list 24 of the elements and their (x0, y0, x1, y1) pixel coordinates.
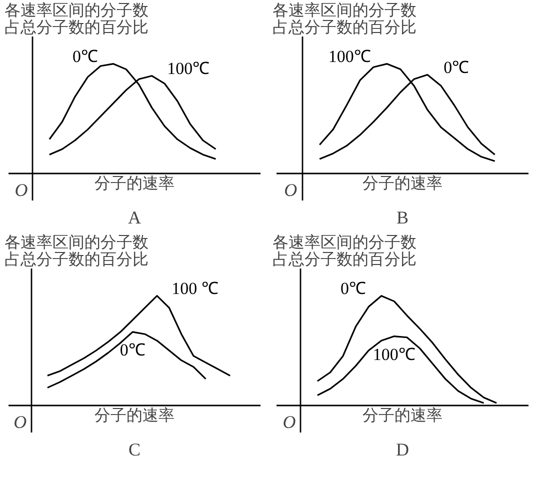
text: O (14, 412, 27, 432)
series-label: 0℃ (444, 58, 470, 77)
series-label: 0℃ (340, 279, 366, 298)
text: O (282, 412, 296, 432)
x-axis-title: 分子的速率 (94, 174, 174, 192)
text: C (128, 440, 141, 460)
series-label: 0℃ (120, 340, 146, 360)
series-label: 100℃ (167, 59, 210, 78)
x-axis-title: 分子的速率 (362, 174, 442, 192)
series-label: 0℃ (72, 47, 98, 66)
x-axis-title: 分子的速率 (94, 406, 174, 424)
text: D (396, 440, 409, 460)
text: A (128, 208, 141, 228)
text: B (396, 208, 409, 228)
series-label: 100 ℃ (172, 279, 218, 298)
y-axis-title: 各速率区间的分子数占总分子数的百分比 (272, 2, 416, 36)
y-axis-title: 各速率区间的分子数占总分子数的百分比 (272, 234, 416, 268)
series-label: 100℃ (372, 345, 416, 364)
x-axis-title: 分子的速率 (362, 406, 442, 424)
text: O (14, 180, 28, 200)
series-label: 100℃ (328, 47, 371, 66)
text: O (284, 180, 298, 200)
y-axis-title: 各速率区间的分子数占总分子数的百分比 (4, 234, 148, 268)
y-axis-title: 各速率区间的分子数占总分子数的百分比 (4, 2, 148, 36)
